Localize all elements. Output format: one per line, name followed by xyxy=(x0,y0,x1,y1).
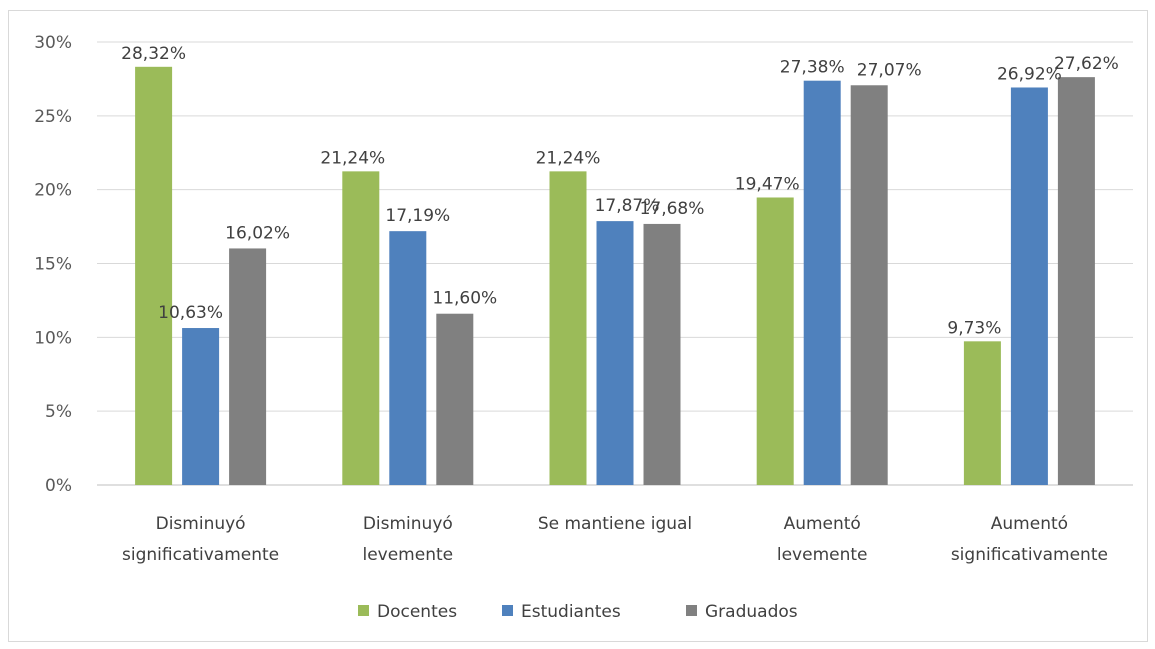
bar-graduados xyxy=(850,85,888,486)
legend: Docentes Estudiantes Graduados xyxy=(358,602,798,622)
bar-docentes xyxy=(342,171,380,485)
y-tick-label: 20% xyxy=(34,181,72,201)
bar-estudiantes xyxy=(389,231,427,485)
category-label: levemente xyxy=(777,545,868,565)
bar-estudiantes xyxy=(1010,87,1048,486)
category-label: Se mantiene igual xyxy=(538,514,692,534)
legend-swatch xyxy=(358,605,369,616)
bar-estudiantes xyxy=(596,221,634,485)
data-label: 21,24% xyxy=(536,148,601,168)
gridlines xyxy=(97,41,1133,486)
y-tick-label: 5% xyxy=(45,402,72,422)
data-labels: 28,32% 21,24% 21,24% 19,47% 9,73% 10,63% 17,19… xyxy=(121,44,1119,339)
data-label: 27,38% xyxy=(780,58,845,78)
category-label: Aumentó xyxy=(991,514,1068,534)
y-tick-label: 30% xyxy=(34,33,72,53)
category-label: significativamente xyxy=(951,545,1108,565)
legend-label: Docentes xyxy=(377,602,457,622)
data-label: 19,47% xyxy=(735,174,800,194)
bar-docentes xyxy=(756,197,794,486)
data-label: 21,24% xyxy=(320,148,385,168)
data-label: 27,62% xyxy=(1054,54,1119,74)
y-tick-label: 10% xyxy=(34,328,72,348)
bar-estudiantes xyxy=(182,328,220,485)
data-label: 10,63% xyxy=(158,303,223,323)
bar-docentes xyxy=(549,171,587,485)
bar-graduados xyxy=(643,223,681,485)
category-label: levemente xyxy=(362,545,453,565)
legend-label: Estudiantes xyxy=(521,602,621,622)
category-label: Disminuyó xyxy=(363,514,453,534)
data-label: 17,68% xyxy=(640,199,705,219)
data-label: 11,60% xyxy=(432,289,497,309)
legend-swatch xyxy=(502,605,513,616)
data-label: 17,19% xyxy=(385,206,450,226)
y-tick-label: 25% xyxy=(34,107,72,127)
category-label: Aumentó xyxy=(784,514,861,534)
bar-estudiantes xyxy=(803,80,841,486)
bar-graduados xyxy=(1057,77,1095,486)
data-label: 9,73% xyxy=(947,318,1001,338)
data-label: 28,32% xyxy=(121,44,186,64)
legend-label: Graduados xyxy=(705,602,798,622)
bar-docentes xyxy=(963,341,1001,485)
bar-graduados xyxy=(229,248,267,485)
category-label: Disminuyó xyxy=(156,514,246,534)
data-label: 16,02% xyxy=(225,223,290,243)
y-tick-label: 0% xyxy=(45,476,72,496)
bar-graduados xyxy=(436,313,474,485)
data-label: 27,07% xyxy=(857,60,922,80)
y-axis-ticks: 0% 5% 10% 15% 20% 25% 30% xyxy=(34,33,72,496)
category-label: significativamente xyxy=(122,545,279,565)
bar-docentes xyxy=(135,66,173,486)
bars xyxy=(135,66,1095,486)
legend-swatch xyxy=(686,605,697,616)
category-labels: Disminuyó significativamente Disminuyó leve… xyxy=(122,514,1108,565)
y-tick-label: 15% xyxy=(34,255,72,275)
data-label: 26,92% xyxy=(997,64,1062,84)
data-label: 17,87% xyxy=(595,196,660,216)
